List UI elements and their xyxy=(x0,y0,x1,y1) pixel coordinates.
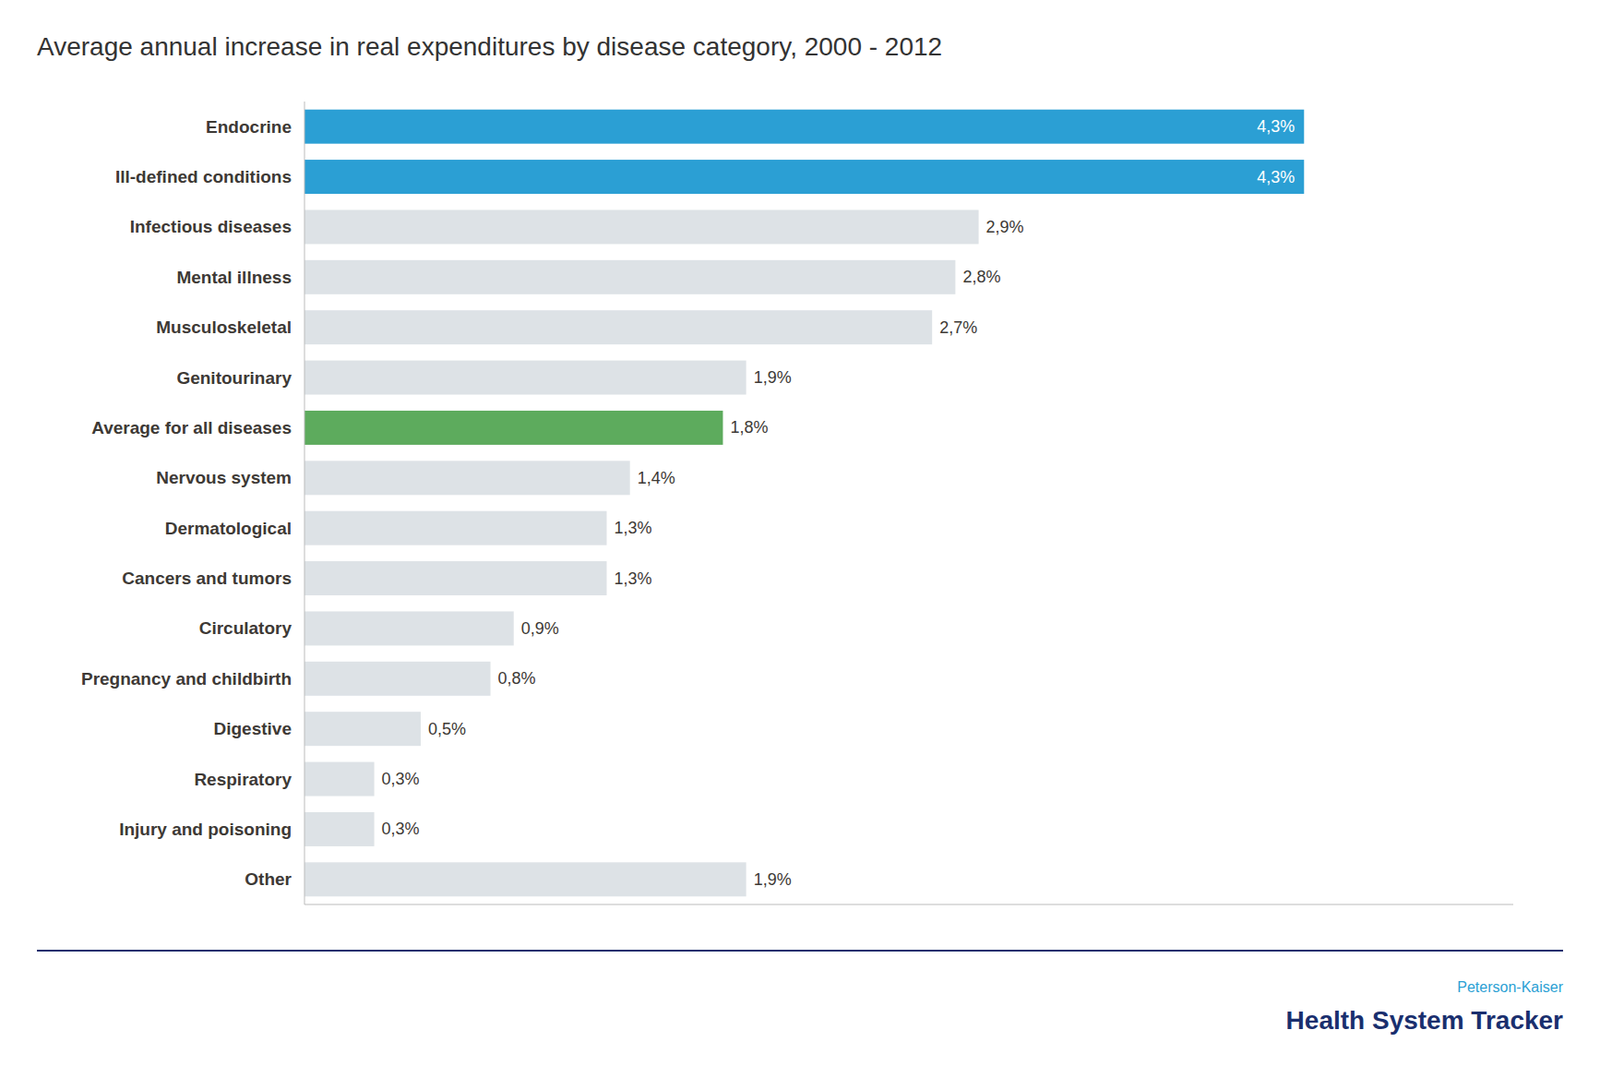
data-label: 0,3% xyxy=(382,769,420,789)
category-label: Musculoskeletal xyxy=(155,317,292,337)
bar xyxy=(304,310,932,345)
category-label: Average for all diseases xyxy=(91,417,292,438)
category-label: Ill-defined conditions xyxy=(115,167,292,187)
data-label: 2,8% xyxy=(962,267,1001,287)
data-label: 4,3% xyxy=(1256,117,1295,136)
bar xyxy=(304,711,421,746)
category-label: Pregnancy and childbirth xyxy=(81,668,292,689)
data-label: 1,3% xyxy=(614,518,653,538)
bar xyxy=(304,209,980,244)
category-label: Endocrine xyxy=(205,117,292,137)
data-label: 2,9% xyxy=(986,217,1025,237)
bar xyxy=(304,360,747,395)
separator xyxy=(36,949,1564,952)
bar xyxy=(304,561,608,596)
bar xyxy=(304,811,375,847)
category-label: Other xyxy=(244,869,292,889)
title: Average annual increase in real expendit… xyxy=(36,32,943,61)
category-label: Nervous system xyxy=(155,467,292,488)
bar xyxy=(304,410,723,445)
bar xyxy=(304,260,956,295)
y-axis-line xyxy=(304,101,306,905)
data-label: 1,9% xyxy=(753,368,792,387)
bar xyxy=(304,159,1304,194)
x-axis-line xyxy=(304,904,1514,906)
data-label: 1,9% xyxy=(753,870,792,889)
bar xyxy=(304,460,631,495)
category-label: Infectious diseases xyxy=(130,216,292,237)
data-label: 0,8% xyxy=(498,668,537,688)
bar xyxy=(304,610,514,645)
data-label: 1,8% xyxy=(729,417,768,437)
category-label: Circulatory xyxy=(199,618,293,638)
annotation: Peterson-Kaiser xyxy=(1456,979,1564,995)
bars xyxy=(304,109,1304,897)
category-label: Cancers and tumors xyxy=(121,568,292,588)
data-label: 0,5% xyxy=(428,719,466,739)
bar xyxy=(304,661,491,696)
bar xyxy=(304,109,1304,144)
category-label: Respiratory xyxy=(193,769,292,789)
category-label: Genitourinary xyxy=(176,368,292,388)
data-label: 4,3% xyxy=(1256,167,1295,187)
bar xyxy=(304,861,747,896)
category-label: Mental illness xyxy=(176,267,292,287)
data-label: 1,4% xyxy=(637,468,676,488)
data-label: 1,3% xyxy=(614,569,653,588)
data-label: 0,3% xyxy=(382,819,420,838)
annotation: Health System Tracker xyxy=(1286,1005,1564,1035)
category-label: Injury and poisoning xyxy=(119,819,292,839)
bar xyxy=(304,762,375,797)
category-label: Dermatological xyxy=(165,518,292,538)
bar xyxy=(304,511,608,546)
category-label: Digestive xyxy=(214,718,292,739)
data-label: 2,7% xyxy=(939,318,978,337)
data-label: 0,9% xyxy=(521,619,560,638)
chart: Average annual increase in real expendit… xyxy=(0,0,1600,1078)
